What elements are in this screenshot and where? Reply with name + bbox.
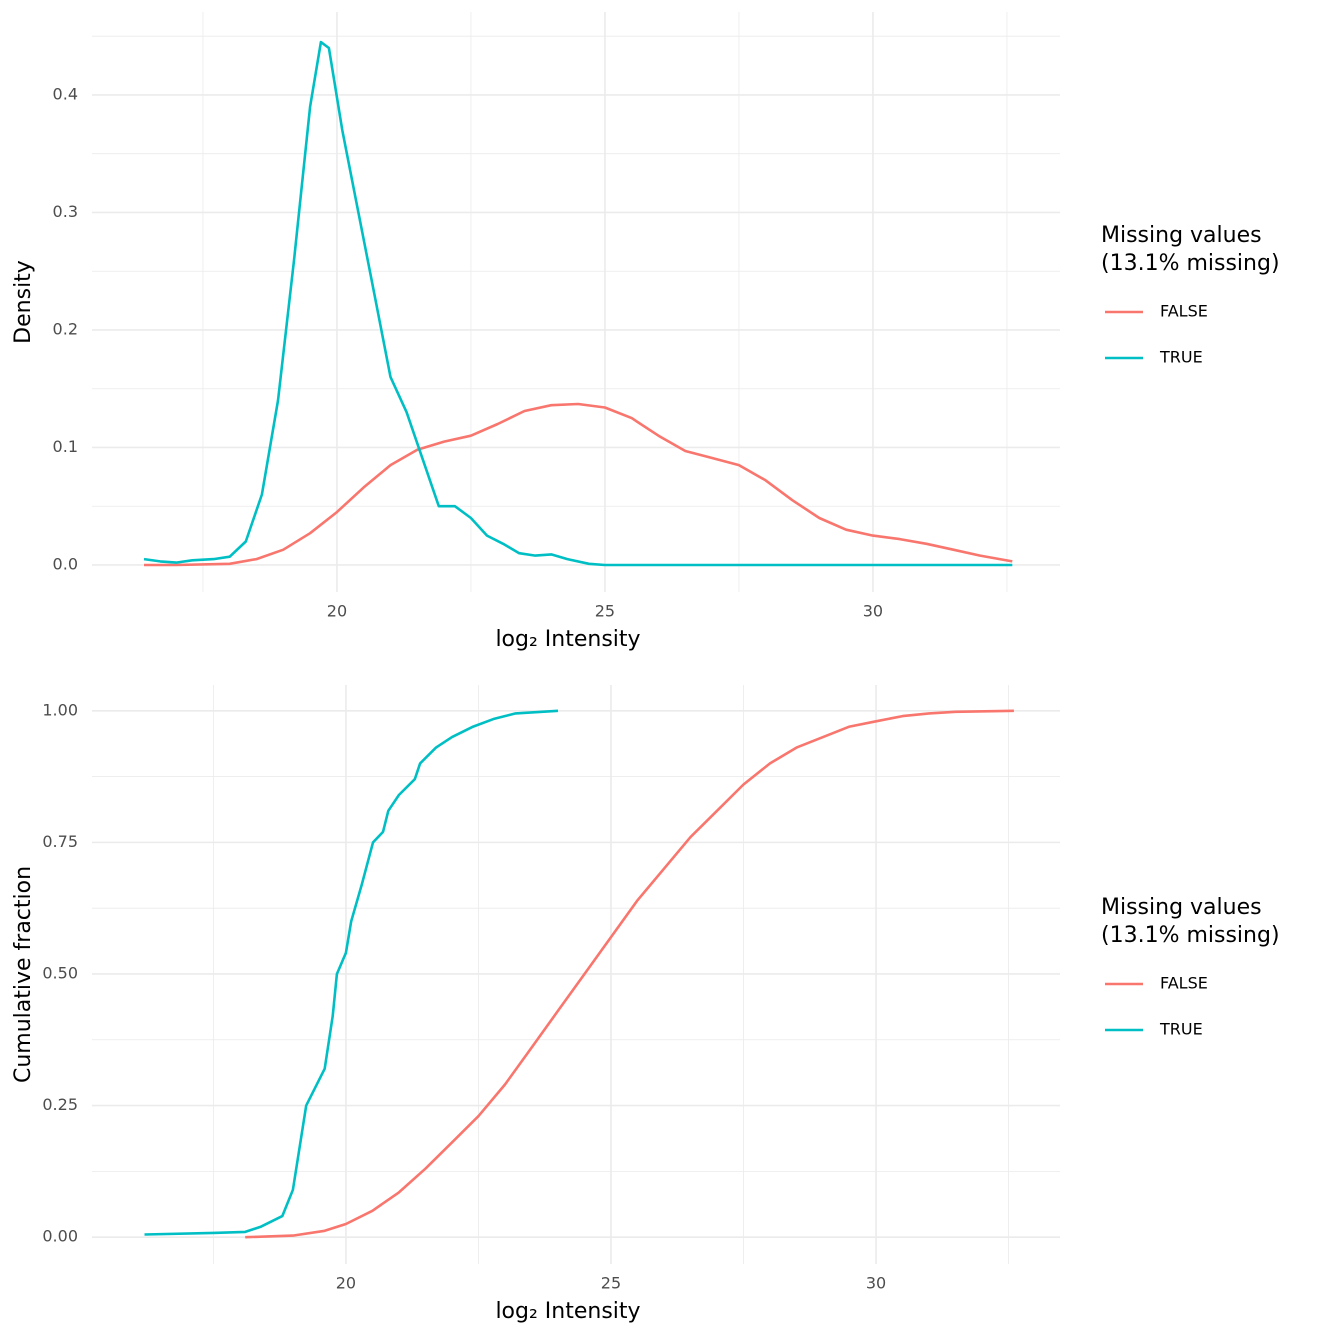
x-tick-label: 20 xyxy=(327,602,347,621)
y-tick-label: 0.75 xyxy=(42,832,78,851)
x-tick-label: 25 xyxy=(595,602,615,621)
x-tick-label: 30 xyxy=(866,1274,886,1293)
y-tick-label: 0.0 xyxy=(53,554,78,573)
x-tick-label: 30 xyxy=(863,602,883,621)
y-axis-title: Cumulative fraction xyxy=(11,866,36,1083)
data-line xyxy=(144,709,559,1236)
data-line xyxy=(144,402,1013,567)
legend-label: FALSE xyxy=(1160,974,1208,993)
y-tick-label: 0.4 xyxy=(53,84,78,103)
x-tick-label: 25 xyxy=(601,1274,621,1293)
y-tick-label: 0.3 xyxy=(53,202,78,221)
y-tick-label: 0.00 xyxy=(42,1227,78,1246)
x-axis-title: log₂ Intensity xyxy=(495,627,640,652)
y-tick-label: 0.50 xyxy=(42,963,78,982)
x-axis-title: log₂ Intensity xyxy=(495,1299,640,1324)
data-line xyxy=(245,709,1014,1239)
legend-label: FALSE xyxy=(1160,302,1208,321)
y-tick-label: 1.00 xyxy=(42,700,78,719)
legend-title: Missing values xyxy=(1101,223,1262,248)
data-line xyxy=(143,40,1013,567)
y-tick-label: 0.2 xyxy=(53,319,78,338)
legend-title: (13.1% missing) xyxy=(1101,923,1280,948)
legend-label: TRUE xyxy=(1159,1020,1203,1039)
y-tick-label: 0.25 xyxy=(42,1095,78,1114)
y-tick-label: 0.1 xyxy=(53,437,78,456)
x-tick-label: 20 xyxy=(336,1274,356,1293)
legend-title: (13.1% missing) xyxy=(1101,251,1280,276)
y-axis-title: Density xyxy=(11,260,36,344)
legend-label: TRUE xyxy=(1159,348,1203,367)
legend-title: Missing values xyxy=(1101,895,1262,920)
